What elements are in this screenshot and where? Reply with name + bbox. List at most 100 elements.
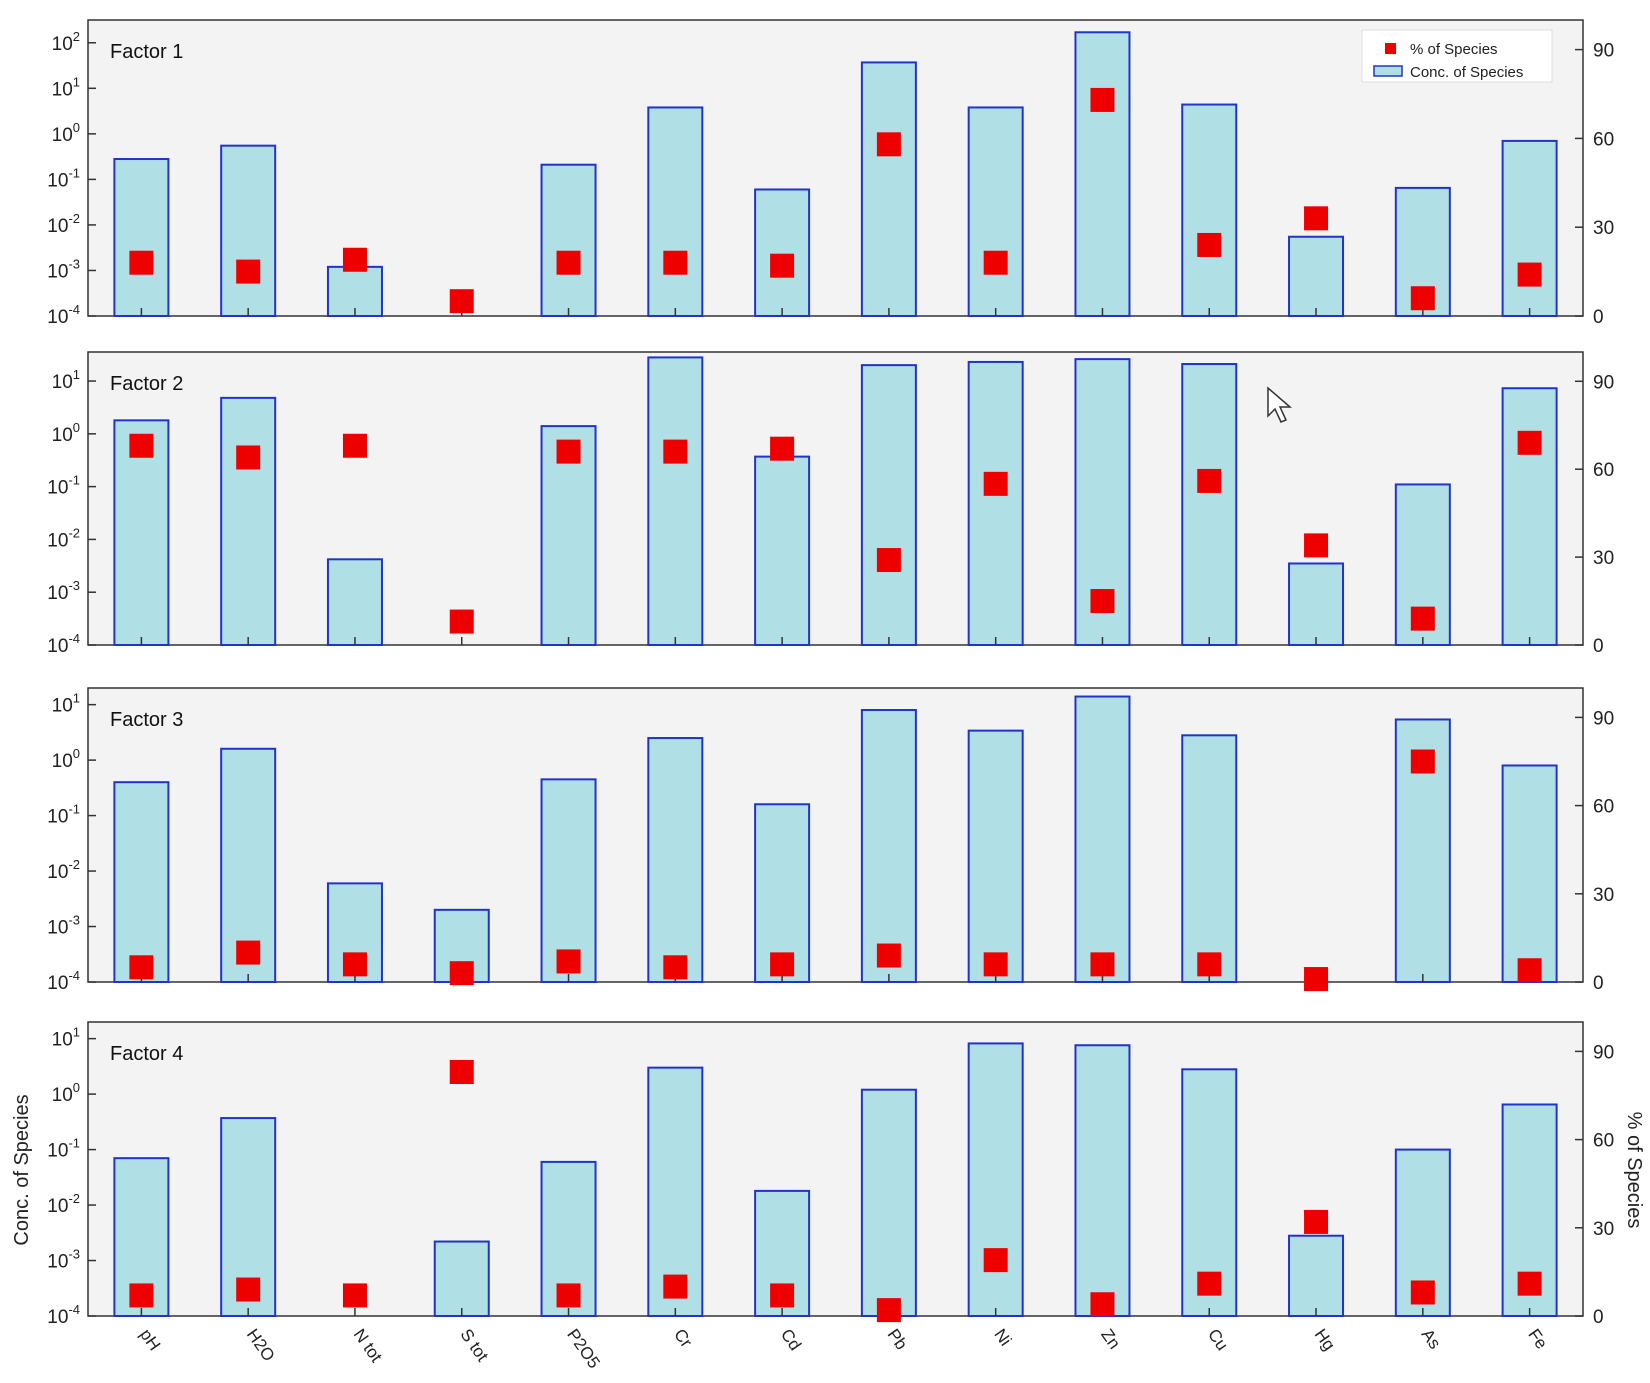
y-right-tick-label: 60 <box>1593 1131 1614 1152</box>
pct-marker-cu <box>1197 1271 1222 1296</box>
y-right-tick-label: 30 <box>1593 885 1614 906</box>
y-right-tick-label: 30 <box>1593 1219 1614 1240</box>
pct-marker-zn <box>1090 952 1115 977</box>
y-right-axis-label: % of Species <box>1623 1112 1645 1229</box>
category-label: As <box>1418 1325 1445 1352</box>
conc-bar-ntot <box>326 558 383 646</box>
plot-area <box>87 19 1584 317</box>
conc-bar-pb <box>860 61 917 317</box>
legend-conc-label: Conc. of Species <box>1410 64 1523 81</box>
pct-marker-ni <box>983 952 1008 977</box>
category-label: Fe <box>1524 1325 1551 1352</box>
y-tick-label: 10-1 <box>47 1136 80 1162</box>
legend-marker-swatch <box>1385 43 1396 54</box>
pct-marker-hg <box>1304 967 1329 992</box>
pct-marker-ni <box>983 250 1008 275</box>
conc-bar-p2o5 <box>540 778 597 983</box>
conc-bar-cu <box>1181 103 1238 317</box>
conc-bar-ni <box>967 106 1024 318</box>
pct-marker-pb <box>876 548 901 573</box>
conc-bar-p2o5 <box>540 163 597 317</box>
pct-marker-as <box>1410 286 1435 311</box>
y-left-axis-label: Conc. of Species <box>11 1094 33 1245</box>
pct-marker-ph <box>129 955 154 980</box>
conc-bar-ni <box>967 360 1024 646</box>
factor-label: Factor 1 <box>110 41 183 63</box>
conc-bar-pb <box>860 709 917 983</box>
category-label: N tot <box>350 1325 386 1366</box>
y-tick-label: 100 <box>52 420 80 446</box>
factor-label: Factor 3 <box>110 709 183 731</box>
pct-marker-as <box>1410 606 1435 631</box>
y-tick-label: 10-1 <box>47 165 80 191</box>
pct-marker-pb <box>876 943 901 968</box>
conc-bar-stot <box>433 1240 490 1318</box>
plot-area <box>87 1021 1584 1317</box>
conc-bar-zn <box>1074 695 1131 983</box>
conc-bar-ni <box>967 1042 1024 1317</box>
y-tick-label: 10-3 <box>47 1247 80 1273</box>
legend-bar-swatch <box>1373 65 1403 77</box>
category-label: Pb <box>884 1325 911 1353</box>
y-tick-label: 10-3 <box>47 578 80 604</box>
pct-marker-fe <box>1517 1271 1542 1296</box>
pct-marker-zn <box>1090 87 1115 112</box>
y-right-tick-label: 0 <box>1593 636 1604 657</box>
pct-marker-cr <box>663 1274 688 1299</box>
legend: % of Species Conc. of Species <box>1361 29 1553 83</box>
y-tick-label: 10-2 <box>47 857 80 883</box>
y-right-tick-label: 0 <box>1593 307 1604 328</box>
y-tick-label: 10-4 <box>47 1302 80 1328</box>
pct-marker-hg <box>1304 533 1329 558</box>
pct-marker-ntot <box>342 247 367 272</box>
category-label: Zn <box>1097 1325 1124 1352</box>
plot-area <box>87 351 1584 646</box>
factor-panel-4: 10-4 10-3 10-2 10-1 100 101 0 30 60 90 Factor 4 <box>47 1021 1614 1328</box>
conc-bar-ph <box>113 158 170 317</box>
pct-marker-p2o5 <box>556 250 581 275</box>
pct-marker-p2o5 <box>556 1283 581 1308</box>
y-tick-label: 10-1 <box>47 473 80 499</box>
pct-marker-ntot <box>342 433 367 458</box>
pct-marker-ni <box>983 1248 1008 1273</box>
pct-marker-pb <box>876 1298 901 1323</box>
y-tick-label: 100 <box>52 1080 80 1106</box>
conc-bar-pb <box>860 1088 917 1318</box>
pct-marker-cd <box>770 436 795 461</box>
category-label: Ni <box>990 1325 1015 1349</box>
pct-marker-ntot <box>342 1283 367 1308</box>
y-right-tick-label: 60 <box>1593 797 1614 818</box>
pct-marker-h2o <box>236 259 261 284</box>
y-tick-label: 101 <box>52 1025 80 1051</box>
y-tick-label: 102 <box>52 29 80 55</box>
conc-bar-ntot <box>326 882 383 983</box>
pct-marker-hg <box>1304 206 1329 231</box>
conc-bar-cr <box>647 106 704 318</box>
y-right-tick-label: 30 <box>1593 548 1614 569</box>
pct-marker-fe <box>1517 430 1542 455</box>
pct-marker-as <box>1410 749 1435 774</box>
pct-marker-h2o <box>236 445 261 470</box>
pct-marker-stot <box>449 289 474 314</box>
y-tick-label: 10-3 <box>47 913 80 939</box>
category-label: Cd <box>777 1325 805 1354</box>
conc-bar-hg <box>1288 235 1345 318</box>
pct-marker-cd <box>770 952 795 977</box>
mouse-pointer-icon <box>1267 386 1293 423</box>
pct-marker-ni <box>983 471 1008 496</box>
conc-bar-ph <box>113 1157 170 1318</box>
conc-bar-fe <box>1501 139 1558 317</box>
conc-bar-ni <box>967 729 1024 983</box>
conc-bar-cu <box>1181 734 1238 983</box>
pct-marker-h2o <box>236 1277 261 1302</box>
factor-label: Factor 2 <box>110 373 183 395</box>
y-right-tick-label: 90 <box>1593 708 1614 729</box>
pct-marker-p2o5 <box>556 439 581 464</box>
y-tick-label: 10-4 <box>47 631 80 657</box>
pct-marker-zn <box>1090 589 1115 614</box>
conc-bar-ph <box>113 781 170 983</box>
category-label: P2O5 <box>563 1325 604 1372</box>
conc-bar-cr <box>647 356 704 646</box>
factor-label: Factor 4 <box>110 1043 183 1065</box>
